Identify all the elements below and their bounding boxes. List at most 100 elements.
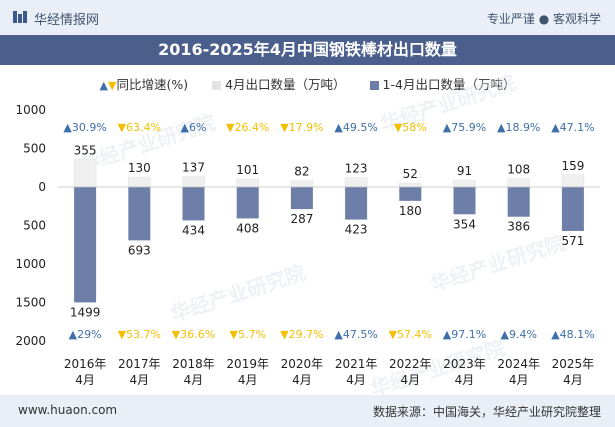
bar-jan-apr-export <box>290 187 313 210</box>
bar-april-export <box>236 178 259 188</box>
data-label-jan-apr: 571 <box>561 234 584 248</box>
bar-april-export <box>561 174 585 188</box>
growth-label-jan-apr: ▼53.7% <box>118 328 161 341</box>
y-axis-tick-label: 1000 <box>15 103 46 117</box>
y-axis-tick-label: 2000 <box>15 334 46 348</box>
bar-april-export <box>453 179 476 188</box>
growth-label-jan-apr: ▲47.5% <box>334 328 377 341</box>
bar-april-export <box>399 182 422 188</box>
data-label-april: 91 <box>457 164 472 178</box>
growth-label-april: ▲47.1% <box>551 121 594 134</box>
data-label-jan-apr: 386 <box>507 220 530 234</box>
growth-label-april: ▲75.9% <box>443 121 486 134</box>
data-label-april: 82 <box>294 165 309 179</box>
x-axis-category-label: 2021年 <box>335 357 378 371</box>
y-axis-tick-label: 1000 <box>15 257 46 271</box>
watermark-text: 华经产业研究院 <box>168 260 309 326</box>
data-label-jan-apr: 423 <box>345 223 368 237</box>
data-label-april: 159 <box>561 159 584 173</box>
growth-label-jan-apr: ▼5.7% <box>229 328 265 341</box>
x-axis-category-label: 4月 <box>400 373 420 387</box>
legend-swatch-cumulative <box>369 81 379 90</box>
up-triangle-icon: ▲ <box>99 79 108 92</box>
chart-legend: ▲▼同比增速(%) 4月出口数量（万吨） 1-4月出口数量（万吨） <box>0 74 615 93</box>
footer: www.huaon.com 数据来源：中国海关，华经产业研究院整理 <box>0 395 615 427</box>
x-axis-category-label: 4月 <box>292 373 312 387</box>
y-axis-tick-label: 1500 <box>15 296 46 310</box>
x-axis-category-label: 2020年 <box>281 357 324 371</box>
growth-label-jan-apr: ▲97.1% <box>443 328 486 341</box>
x-axis-category-label: 2019年 <box>226 357 269 371</box>
data-label-april: 130 <box>128 161 151 175</box>
data-label-jan-apr: 1499 <box>70 305 101 319</box>
x-axis-category-label: 4月 <box>184 373 204 387</box>
x-axis-category-label: 4月 <box>346 373 366 387</box>
data-label-jan-apr: 434 <box>182 223 205 237</box>
x-axis-category-label: 2025年 <box>552 357 595 371</box>
bar-jan-apr-export <box>507 187 530 217</box>
bar-jan-apr-export <box>182 187 205 221</box>
data-label-april: 123 <box>345 162 368 176</box>
growth-label-april: ▼63.4% <box>118 121 161 134</box>
data-label-april: 108 <box>507 163 530 177</box>
bar-jan-apr-export <box>399 187 422 201</box>
data-label-jan-apr: 408 <box>236 221 259 235</box>
x-axis-category-label: 4月 <box>455 373 475 387</box>
x-axis-category-label: 2022年 <box>389 357 432 371</box>
footer-website: www.huaon.com <box>18 403 118 417</box>
data-label-jan-apr: 693 <box>128 243 151 257</box>
legend-growth-label: 同比增速(%) <box>116 77 189 92</box>
data-label-april: 101 <box>236 163 259 177</box>
bar-jan-apr-export <box>345 187 368 220</box>
bar-april-export <box>182 176 205 188</box>
growth-label-april: ▼17.9% <box>280 121 323 134</box>
legend-cumulative-label: 1-4月出口数量（万吨） <box>382 77 516 92</box>
legend-item-growth: ▲▼同比增速(%) <box>100 74 189 93</box>
bar-jan-apr-export <box>236 187 259 219</box>
growth-label-april: ▲49.5% <box>334 121 377 134</box>
x-axis-category-label: 4月 <box>563 373 583 387</box>
watermark-text: 华经产业研究院 <box>428 230 569 296</box>
growth-label-jan-apr: ▼36.6% <box>172 328 215 341</box>
growth-label-april: ▼26.4% <box>226 121 269 134</box>
growth-label-april: ▲6% <box>181 121 207 134</box>
data-label-april: 52 <box>403 167 418 181</box>
brand-name: 华经情报网 <box>34 13 100 28</box>
data-label-jan-apr: 287 <box>290 212 313 226</box>
chart-title: 2016-2025年4月中国钢铁棒材出口数量 <box>0 35 615 65</box>
growth-label-april: ▲18.9% <box>497 121 540 134</box>
bar-april-export <box>344 177 368 188</box>
brand-tagline: 专业严谨 ● 客观科学 <box>486 12 601 26</box>
legend-item-monthly: 4月出口数量（万吨） <box>212 74 346 93</box>
x-axis-category-label: 2017年 <box>118 357 161 371</box>
y-axis-tick-label: 0 <box>38 180 46 194</box>
data-label-april: 137 <box>182 160 205 174</box>
growth-label-april: ▲30.9% <box>63 121 106 134</box>
x-axis-category-label: 4月 <box>129 373 149 387</box>
x-axis-category-label: 2016年 <box>64 357 107 371</box>
x-axis-category-label: 4月 <box>75 373 95 387</box>
growth-label-jan-apr: ▲29% <box>69 328 102 341</box>
y-axis-tick-label: 500 <box>23 142 46 156</box>
top-banner: 华经情报网 专业严谨 ● 客观科学 <box>0 0 615 35</box>
legend-monthly-label: 4月出口数量（万吨） <box>225 77 346 92</box>
x-axis-category-label: 2018年 <box>172 357 215 371</box>
x-axis-category-label: 2023年 <box>443 357 486 371</box>
data-label-april: 355 <box>74 144 97 158</box>
growth-label-jan-apr: ▼29.7% <box>280 328 323 341</box>
legend-swatch-monthly <box>212 81 222 90</box>
bar-jan-apr-export <box>561 187 584 231</box>
growth-label-april: ▼58% <box>394 121 427 134</box>
bar-jan-apr-export <box>453 187 476 215</box>
down-triangle-icon: ▼ <box>108 79 117 92</box>
bar-april-export <box>128 176 151 188</box>
footer-source: 数据来源：中国海关，华经产业研究院整理 <box>372 405 601 419</box>
x-axis-category-label: 2024年 <box>497 357 540 371</box>
bar-jan-apr-export <box>128 187 151 241</box>
x-axis-category-label: 4月 <box>509 373 529 387</box>
growth-label-jan-apr: ▼57.4% <box>389 328 432 341</box>
bar-april-export <box>507 178 530 188</box>
bar-april-export <box>73 159 97 188</box>
bar-april-export <box>290 180 314 188</box>
